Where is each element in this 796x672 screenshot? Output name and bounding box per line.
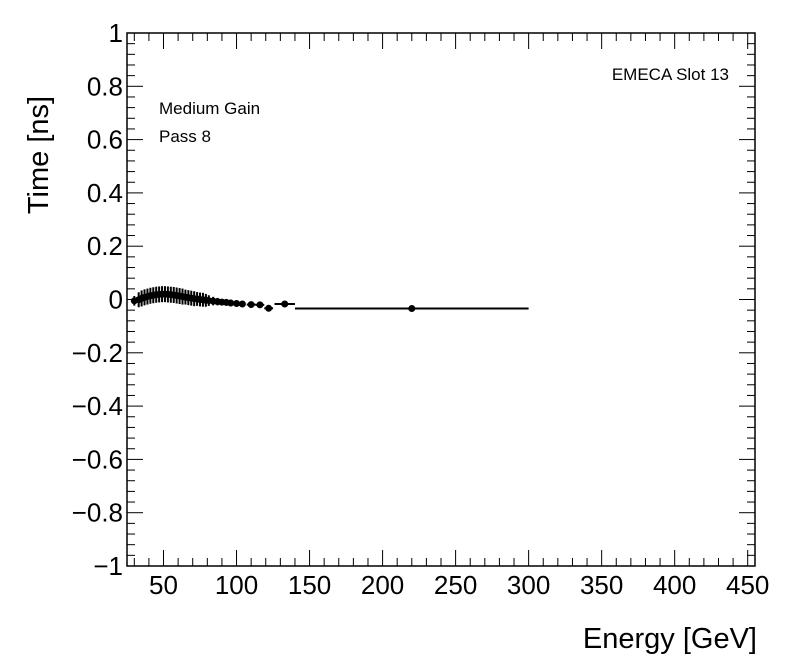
y-tick-label: −0.2 (72, 338, 123, 368)
y-tick-label: −0.6 (72, 444, 123, 474)
y-tick-label: 0.2 (87, 231, 123, 261)
data-point (255, 301, 265, 309)
x-axis-ticks (133, 33, 749, 566)
x-tick-label: 300 (507, 570, 550, 600)
data-point (227, 299, 235, 307)
slot-annotation: EMECA Slot 13 (612, 65, 729, 84)
x-axis-tick-labels: 50 100 150 200 250 300 350 400 450 (149, 570, 769, 600)
data-point (238, 300, 246, 308)
y-tick-label: 0.6 (87, 125, 123, 155)
y-tick-label: −0.8 (72, 498, 123, 528)
y-axis-ticks (127, 32, 755, 567)
data-point (233, 299, 241, 307)
data-point (294, 305, 529, 313)
x-tick-label: 150 (288, 570, 331, 600)
data-marker (256, 301, 264, 309)
x-tick-label: 200 (361, 570, 404, 600)
y-tick-label: 0.4 (87, 178, 123, 208)
y-tick-label: 1 (109, 18, 123, 48)
y-axis-tick-labels: −1 −0.8 −0.6 −0.4 −0.2 0 0.2 0.4 0.6 0.8 1 (72, 18, 123, 581)
data-marker (408, 305, 416, 313)
y-axis-title: Time [ns] (23, 96, 55, 214)
y-tick-label: 0 (109, 285, 123, 315)
pass-annotation: Pass 8 (159, 127, 211, 146)
x-tick-label: 450 (726, 570, 769, 600)
data-marker (227, 299, 235, 307)
gain-annotation: Medium Gain (159, 99, 260, 118)
x-axis-title: Energy [GeV] (583, 623, 757, 655)
data-marker (281, 300, 289, 308)
data-point (264, 304, 274, 312)
x-tick-label: 400 (653, 570, 696, 600)
x-tick-label: 350 (580, 570, 623, 600)
data-point (246, 301, 256, 309)
data-marker (238, 300, 246, 308)
y-tick-label: 0.8 (87, 71, 123, 101)
x-tick-label: 100 (215, 570, 258, 600)
y-tick-label: −0.4 (72, 391, 123, 421)
x-tick-label: 50 (149, 570, 178, 600)
data-series (130, 286, 529, 313)
y-tick-label: −1 (93, 551, 123, 581)
data-marker (265, 304, 273, 312)
plot-frame (126, 32, 756, 567)
data-point (274, 300, 295, 308)
data-marker (233, 299, 241, 307)
x-tick-label: 250 (434, 570, 477, 600)
data-marker (247, 301, 255, 309)
